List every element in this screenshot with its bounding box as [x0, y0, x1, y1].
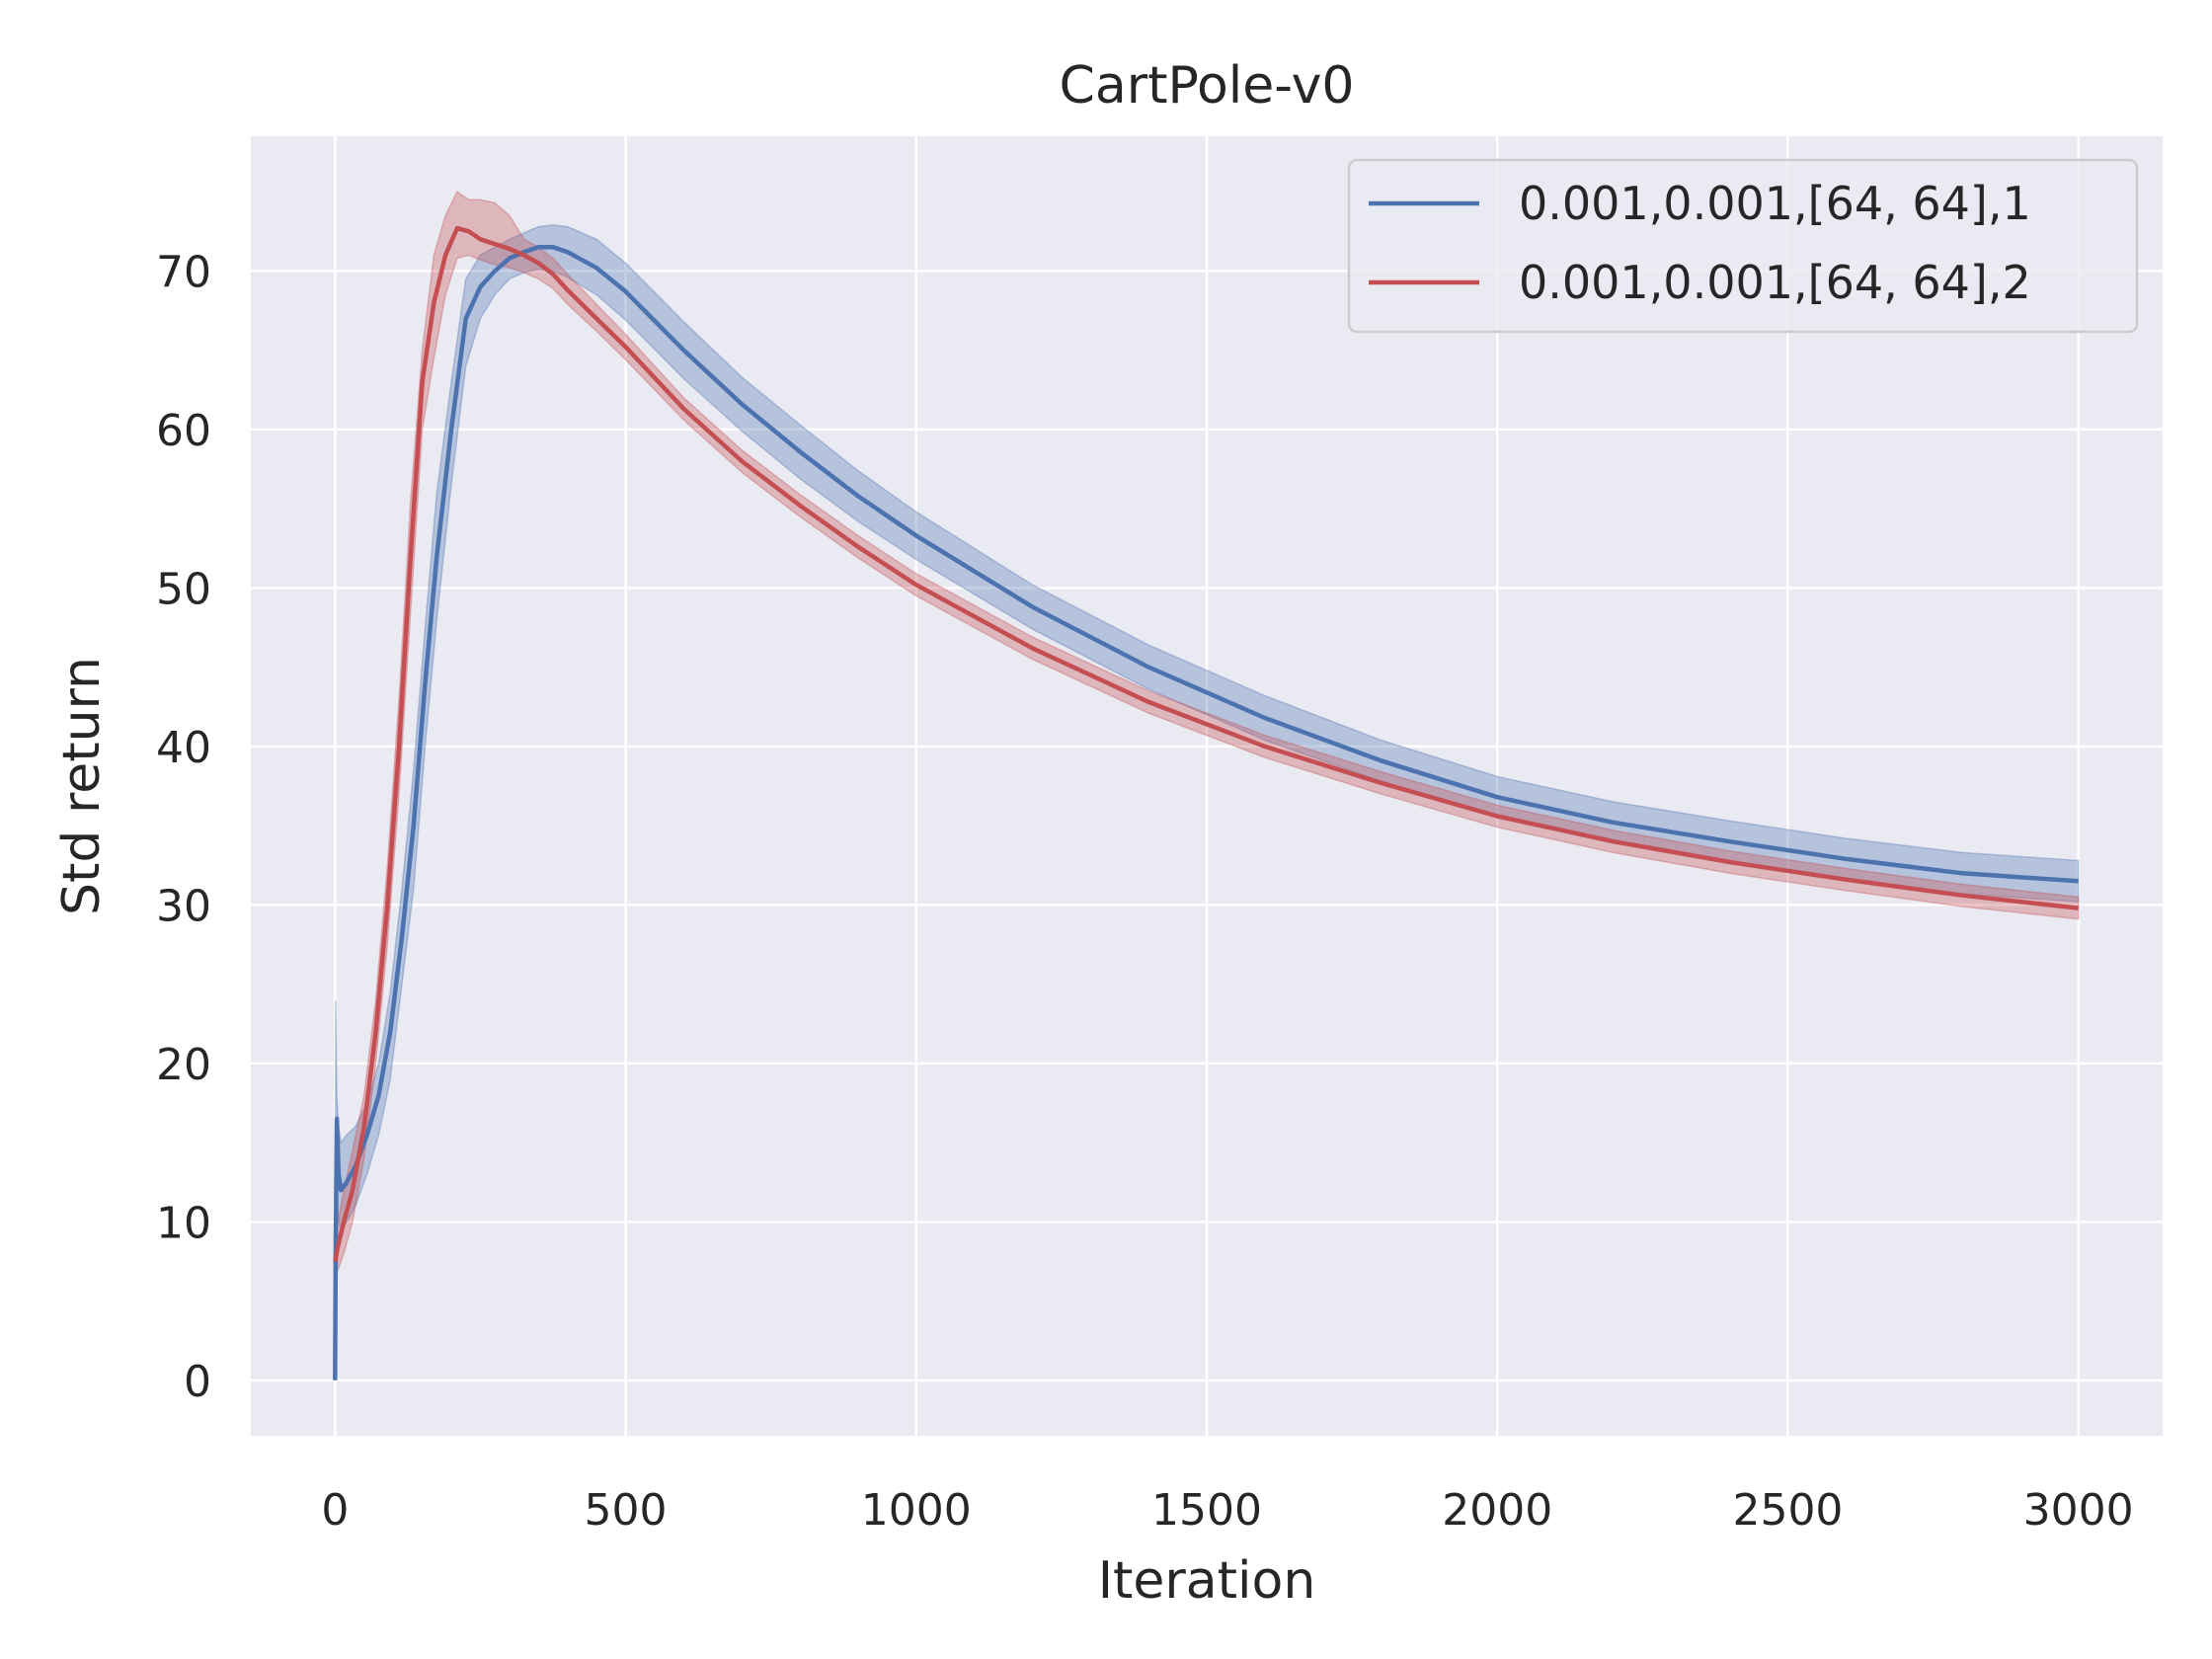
chart-title: CartPole-v0	[1060, 56, 1355, 116]
y-tick-label: 30	[156, 881, 211, 931]
legend-label-series-2: 0.001,0.001,[64, 64],2	[1519, 256, 2031, 309]
legend-label-series-1: 0.001,0.001,[64, 64],1	[1519, 177, 2031, 230]
line-series-2	[333, 225, 2079, 1262]
grid	[251, 136, 2163, 1436]
x-tick-label: 500	[585, 1485, 668, 1536]
y-tick-label: 0	[184, 1357, 211, 1407]
x-tick-label: 2500	[1732, 1485, 1843, 1536]
confidence-band-series-2	[334, 191, 2080, 1278]
y-tick-label: 50	[156, 564, 211, 614]
series-lines	[333, 225, 2079, 1381]
y-tick-label: 20	[156, 1040, 211, 1090]
x-tick-label: 3000	[2023, 1485, 2134, 1536]
y-tick-label: 10	[156, 1198, 211, 1248]
y-tick-label: 70	[156, 247, 211, 297]
legend-box	[1347, 158, 2139, 334]
x-axis-label: Iteration	[1098, 1551, 1316, 1611]
x-tick-labels: 0 500 1000 1500 2000 2500 3000	[321, 1485, 2133, 1536]
x-tick-label: 1500	[1151, 1485, 1262, 1536]
y-tick-label: 60	[156, 406, 211, 456]
x-tick-label: 2000	[1442, 1485, 1552, 1536]
legend: 0.001,0.001,[64, 64],1 0.001,0.001,[64, …	[1347, 158, 2139, 334]
y-tick-label: 40	[156, 723, 211, 773]
x-tick-label: 1000	[861, 1485, 972, 1536]
x-tick-label: 0	[321, 1485, 349, 1536]
y-tick-labels: 0 10 20 30 40 50 60 70	[156, 247, 211, 1406]
y-axis-label: Std return	[52, 657, 112, 915]
